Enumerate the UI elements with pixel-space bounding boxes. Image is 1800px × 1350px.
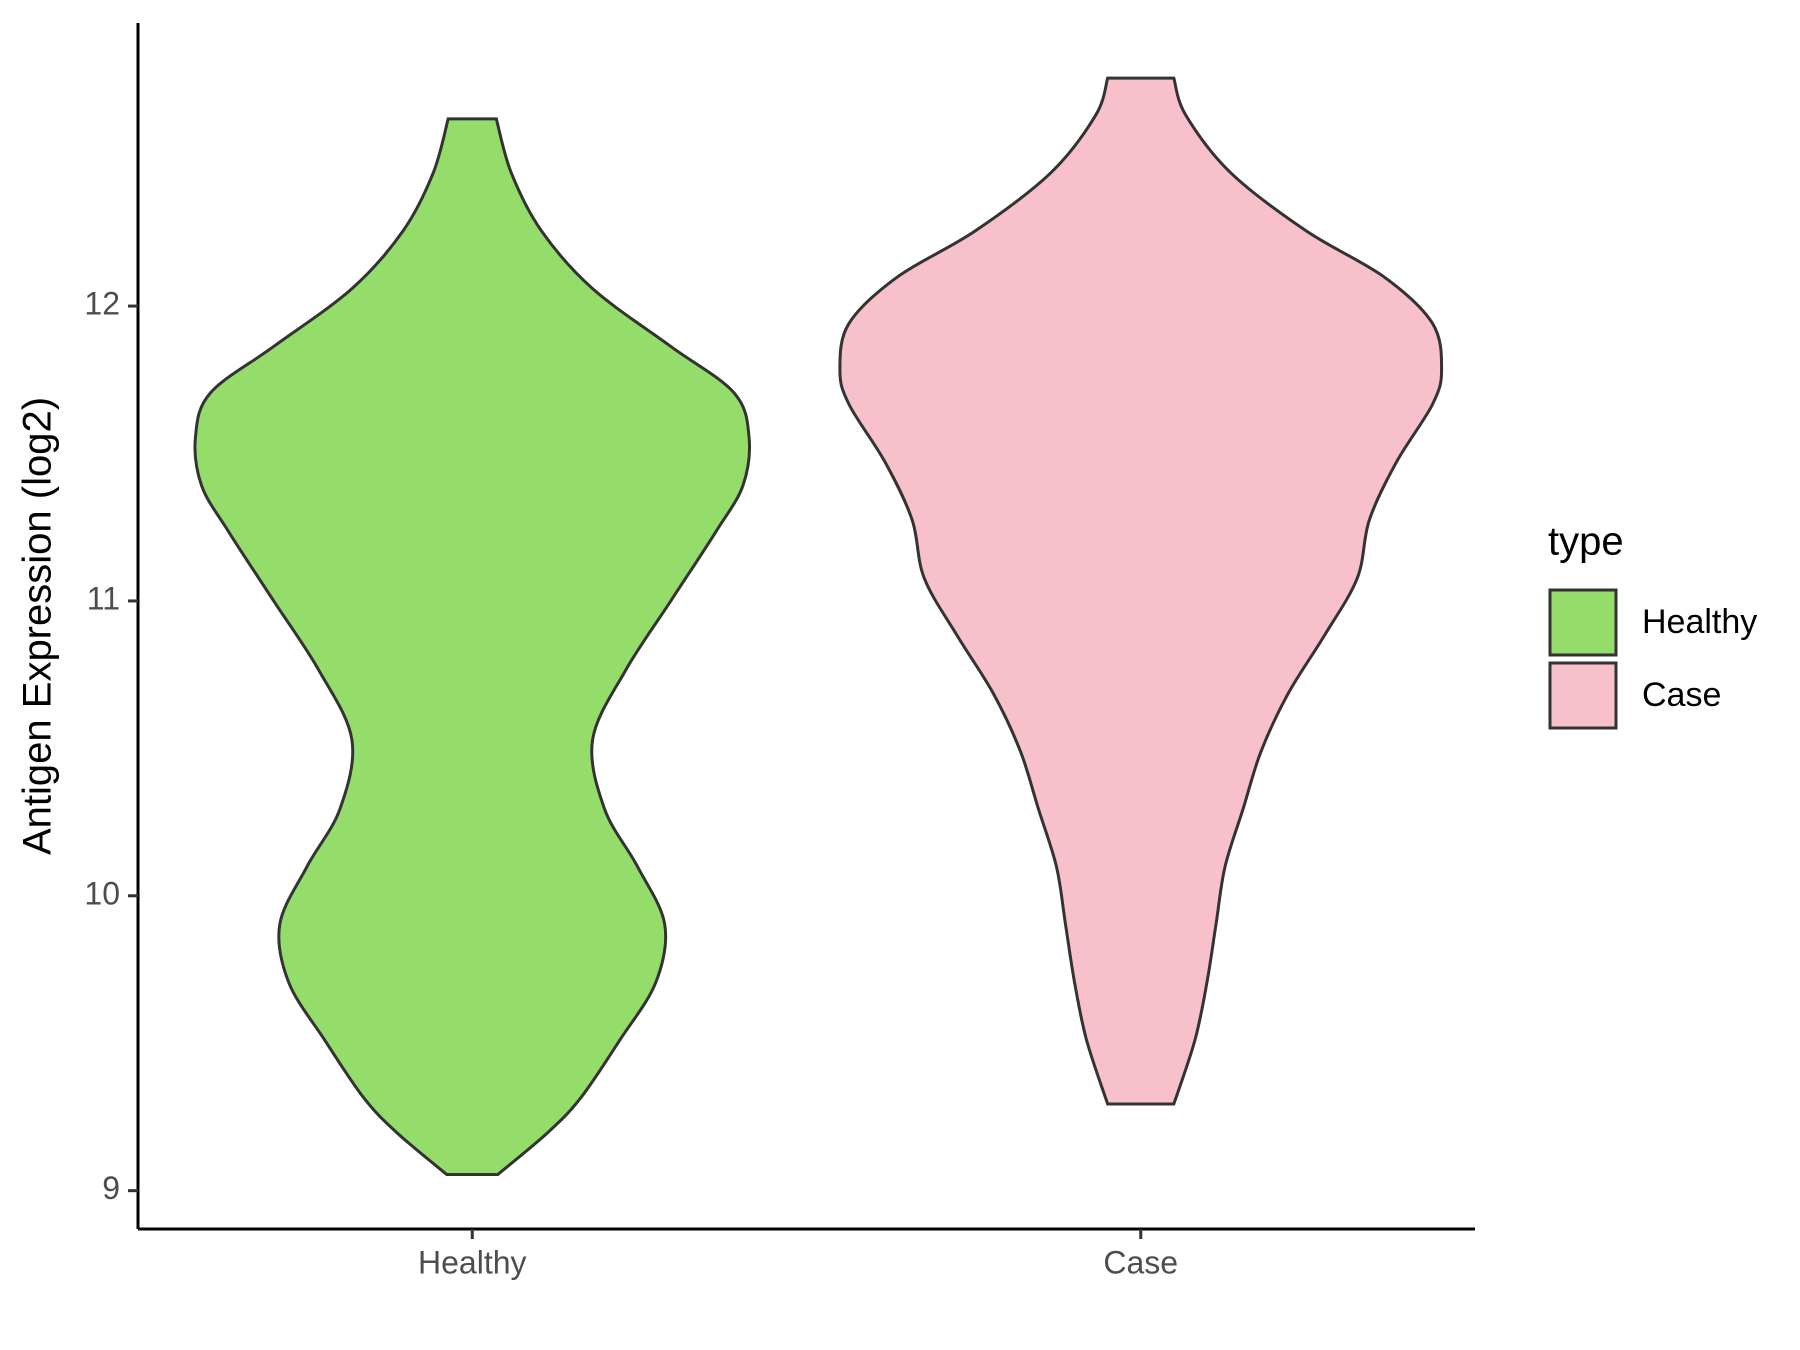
x-tick-label: Healthy [418, 1244, 527, 1280]
legend-title: type [1548, 520, 1624, 564]
legend-key [1548, 661, 1618, 730]
legend-label: Case [1642, 676, 1721, 714]
y-tick-label: 9 [102, 1170, 120, 1206]
legend-label: Healthy [1642, 603, 1757, 641]
y-tick-label: 12 [84, 286, 120, 322]
y-axis-title: Antigen Expression (log2) [16, 397, 60, 855]
violin [193, 117, 751, 1176]
legend-key [1548, 588, 1618, 657]
y-tick-label: 11 [87, 580, 120, 616]
y-tick-label: 10 [84, 875, 120, 911]
x-tick-label: Case [1103, 1244, 1178, 1280]
violin [838, 76, 1444, 1106]
